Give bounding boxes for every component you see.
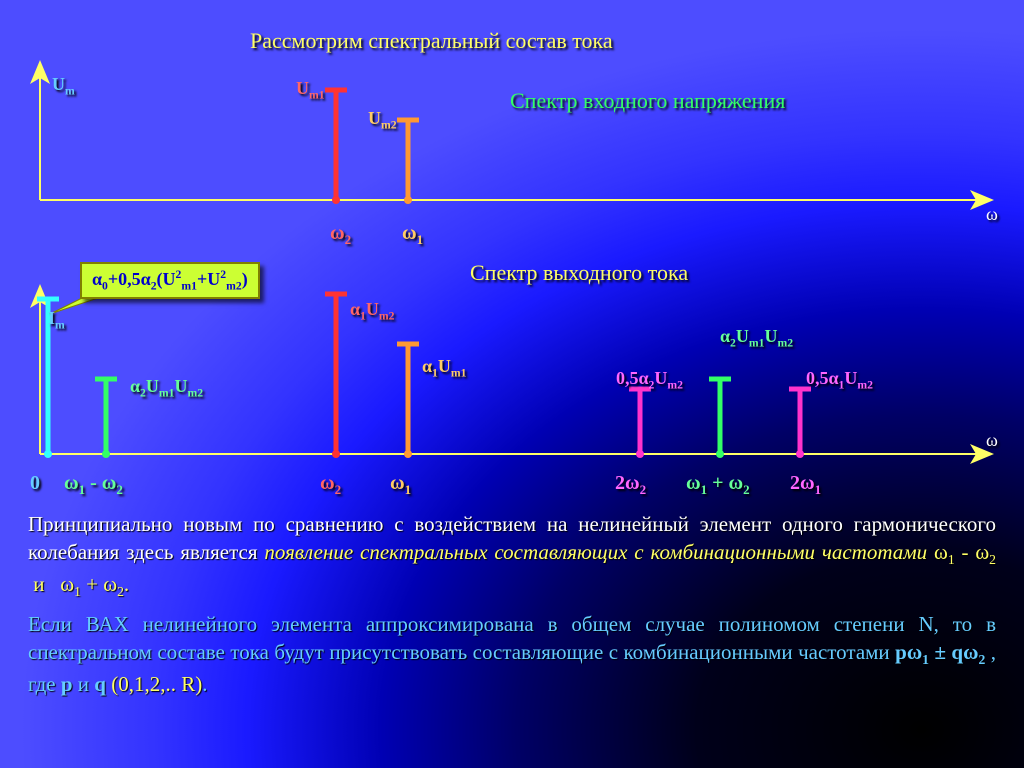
chart2-line-label: α1Um1	[422, 356, 466, 380]
chart2-line-label: α2Um1Um2	[720, 326, 793, 350]
chart2-line-label: α1Um2	[350, 299, 394, 323]
chart2-xlabel: ω	[986, 430, 998, 451]
chart1-xlabel: ω	[986, 204, 998, 225]
chart2-line-label: 0,5α2Um2	[616, 368, 683, 392]
chart2-xtick: 0	[30, 472, 40, 495]
chart1-xtick: ω1	[402, 222, 423, 248]
page-title: Рассмотрим спектральный состав тока	[250, 28, 613, 54]
chart2-xtick: ω1 + ω2	[686, 472, 750, 498]
chart2-line-label: α2Um1Um2	[130, 376, 203, 400]
chart2-ylabel: Im	[48, 308, 65, 332]
chart2-xtick: ω2	[320, 472, 341, 498]
chart1-ylabel: Um	[52, 74, 75, 98]
dc-component-callout: α0+0,5α2(U2m1+U2m2)	[80, 262, 260, 299]
chart2-xtick: ω1	[390, 472, 411, 498]
chart2-xtick: ω1 - ω2	[64, 472, 123, 498]
paragraph-polynomial: Если ВАХ нелинейного элемента аппроксими…	[28, 610, 996, 698]
paragraph-combination-freq: Принципиально новым по сравнению с возде…	[28, 510, 996, 602]
chart1-line-label: Um1	[296, 78, 325, 102]
chart2-line-label: 0,5α1Um2	[806, 368, 873, 392]
chart2-xtick: 2ω2	[615, 472, 646, 498]
chart1-xtick: ω2	[330, 222, 351, 248]
chart1-line-label: Um2	[368, 108, 397, 132]
chart2-title: Спектр выходного тока	[470, 260, 688, 286]
chart2-xtick: 2ω1	[790, 472, 821, 498]
chart1-title: Спектр входного напряжения	[510, 88, 785, 114]
